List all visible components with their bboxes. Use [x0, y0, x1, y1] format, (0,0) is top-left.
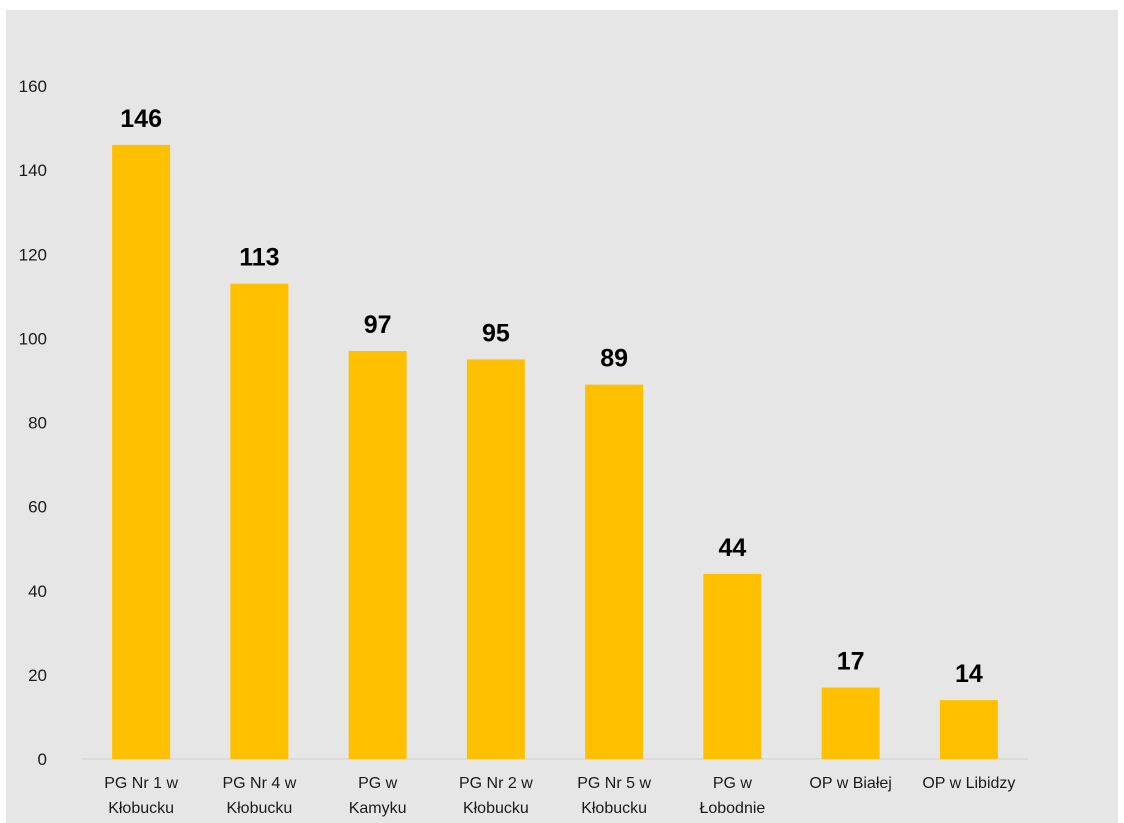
bar [230, 283, 289, 759]
y-tick-label: 20 [28, 666, 47, 685]
bar-value-label: 97 [364, 311, 392, 339]
x-tick-label: Kłobucku [463, 800, 529, 817]
x-tick-label: PG Nr 1 w [104, 775, 178, 792]
bar-value-label: 113 [239, 244, 279, 272]
bars [112, 144, 998, 759]
y-tick-label: 160 [19, 77, 47, 96]
x-tick-label: Kłobucku [581, 800, 647, 817]
x-axis-labels: PG Nr 1 w Kłobucku PG Nr 4 w Kłobucku PG w Ka… [104, 775, 1015, 817]
bar-value-label: 14 [955, 660, 983, 688]
x-tick-label: PG Nr 5 w [577, 775, 651, 792]
x-tick-label: OP w Libidzy [922, 775, 1015, 792]
x-tick-label: OP w Białej [809, 775, 891, 792]
y-axis-ticks: 0 20 40 60 80 100 120 140 160 [19, 77, 47, 769]
bar [112, 144, 171, 759]
bar-value-label: 89 [600, 345, 628, 373]
y-tick-label: 0 [38, 750, 47, 769]
bar [466, 359, 525, 759]
bar [703, 573, 762, 759]
y-tick-label: 40 [28, 582, 47, 601]
data-labels: 146 113 97 95 89 44 17 14 [120, 105, 983, 688]
bar [939, 700, 998, 759]
bar-value-label: 17 [837, 647, 865, 675]
x-tick-label: Kłobucku [108, 800, 174, 817]
x-tick-label: Kamyku [349, 800, 407, 817]
y-tick-label: 80 [28, 414, 47, 433]
x-tick-label: PG Nr 2 w [459, 775, 533, 792]
chart-background [6, 10, 1118, 823]
bar [821, 687, 880, 759]
x-tick-label: Kłobucku [226, 800, 292, 817]
bar-value-label: 95 [482, 319, 510, 347]
x-tick-label: Łobodnie [699, 800, 765, 817]
x-tick-label: PG w [358, 775, 398, 792]
y-tick-label: 120 [19, 245, 47, 264]
bar [585, 384, 644, 759]
y-tick-label: 100 [19, 329, 47, 348]
y-tick-label: 60 [28, 498, 47, 517]
y-tick-label: 140 [19, 161, 47, 180]
bar [348, 350, 407, 759]
x-tick-label: PG w [713, 775, 753, 792]
bar-value-label: 146 [120, 105, 162, 133]
bar-value-label: 44 [718, 534, 746, 562]
x-tick-label: PG Nr 4 w [222, 775, 296, 792]
